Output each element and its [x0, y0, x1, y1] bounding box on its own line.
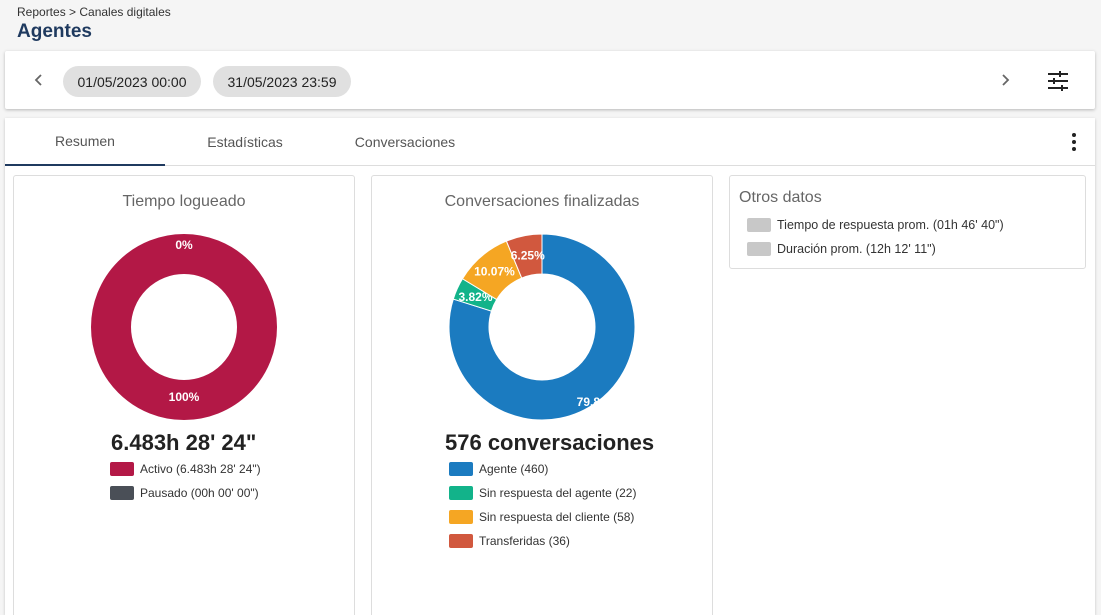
conversations-title: Conversaciones finalizadas: [444, 193, 640, 210]
slice-activo: [91, 234, 277, 420]
conversations-legend: Agente (460) Sin respuesta del agente (2…: [449, 457, 636, 553]
legend-swatch: [449, 534, 473, 548]
legend-swatch: [747, 218, 771, 232]
logged-time-title: Tiempo logueado: [122, 193, 246, 210]
date-range-bar: 01/05/2023 00:00 31/05/2023 23:59: [5, 51, 1095, 109]
legend-item-activo: Activo (6.483h 28' 24"): [110, 457, 261, 481]
legend-swatch: [110, 462, 134, 476]
end-date-chip[interactable]: 31/05/2023 23:59: [213, 66, 351, 97]
slice-label-sin-respuesta-agente: 3.82%: [458, 290, 492, 304]
slice-label-sin-respuesta-cliente: 10.07%: [474, 265, 515, 279]
tune-icon[interactable]: [1045, 68, 1071, 94]
other-item-duration: Duración prom. (12h 12' 11"): [747, 237, 1004, 261]
start-date-chip[interactable]: 01/05/2023 00:00: [63, 66, 201, 97]
tab-resumen[interactable]: Resumen: [5, 118, 165, 166]
logged-time-legend: Activo (6.483h 28' 24") Pausado (00h 00'…: [110, 457, 261, 505]
tab-bar: Resumen Estadísticas Conversaciones: [5, 118, 1095, 166]
legend-swatch: [449, 510, 473, 524]
report-panel: Resumen Estadísticas Conversaciones Tiem…: [5, 118, 1095, 615]
legend-swatch: [449, 462, 473, 476]
slice-label-agente: 79.86%: [577, 395, 618, 409]
logged-time-donut: 0% 100%: [91, 234, 277, 420]
other-data-list: Tiempo de respuesta prom. (01h 46' 40") …: [747, 213, 1004, 261]
chevron-left-icon[interactable]: [27, 68, 51, 92]
other-data-card: Otros datos Tiempo de respuesta prom. (0…: [729, 175, 1086, 269]
legend-label: Activo (6.483h 28' 24"): [140, 462, 261, 476]
other-item-label: Duración prom. (12h 12' 11"): [777, 242, 936, 256]
breadcrumb: Reportes > Canales digitales: [17, 5, 171, 19]
legend-item-sin-respuesta-cliente: Sin respuesta del cliente (58): [449, 505, 636, 529]
tab-conversaciones[interactable]: Conversaciones: [354, 134, 456, 150]
slice-agente: [448, 233, 636, 420]
legend-item-pausado: Pausado (00h 00' 00"): [110, 481, 261, 505]
other-data-title: Otros datos: [739, 189, 822, 206]
slice-label-activo: 100%: [169, 390, 200, 404]
other-item-label: Tiempo de respuesta prom. (01h 46' 40"): [777, 218, 1004, 232]
logged-time-total: 6.483h 28' 24": [111, 430, 257, 455]
slice-label-pausado: 0%: [175, 238, 193, 252]
other-item-response-time: Tiempo de respuesta prom. (01h 46' 40"): [747, 213, 1004, 237]
legend-swatch: [449, 486, 473, 500]
more-vert-icon[interactable]: [1063, 130, 1085, 154]
legend-swatch: [110, 486, 134, 500]
conversations-total: 576 conversaciones: [445, 430, 655, 455]
legend-label: Sin respuesta del cliente (58): [479, 510, 635, 524]
conversations-donut: 79.86% 3.82% 10.07% 6.25%: [448, 233, 636, 420]
logged-time-card: Tiempo logueado 0% 100% 6.483h 28' 24" A…: [13, 175, 355, 615]
legend-label: Agente (460): [479, 462, 549, 476]
slice-transferidas: [505, 233, 543, 279]
page-title: Agentes: [17, 21, 92, 42]
chevron-right-icon[interactable]: [993, 68, 1017, 92]
legend-swatch: [747, 242, 771, 256]
legend-label: Pausado (00h 00' 00"): [140, 486, 259, 500]
legend-label: Sin respuesta del agente (22): [479, 486, 637, 500]
tab-estadisticas[interactable]: Estadísticas: [207, 134, 283, 150]
legend-item-agente: Agente (460): [449, 457, 636, 481]
slice-label-transferidas: 6.25%: [511, 248, 545, 262]
conversations-card: Conversaciones finalizadas 79.86% 3.82% 10…: [371, 175, 713, 615]
legend-label: Transferidas (36): [479, 534, 570, 548]
legend-item-transferidas: Transferidas (36): [449, 529, 636, 553]
legend-item-sin-respuesta-agente: Sin respuesta del agente (22): [449, 481, 636, 505]
